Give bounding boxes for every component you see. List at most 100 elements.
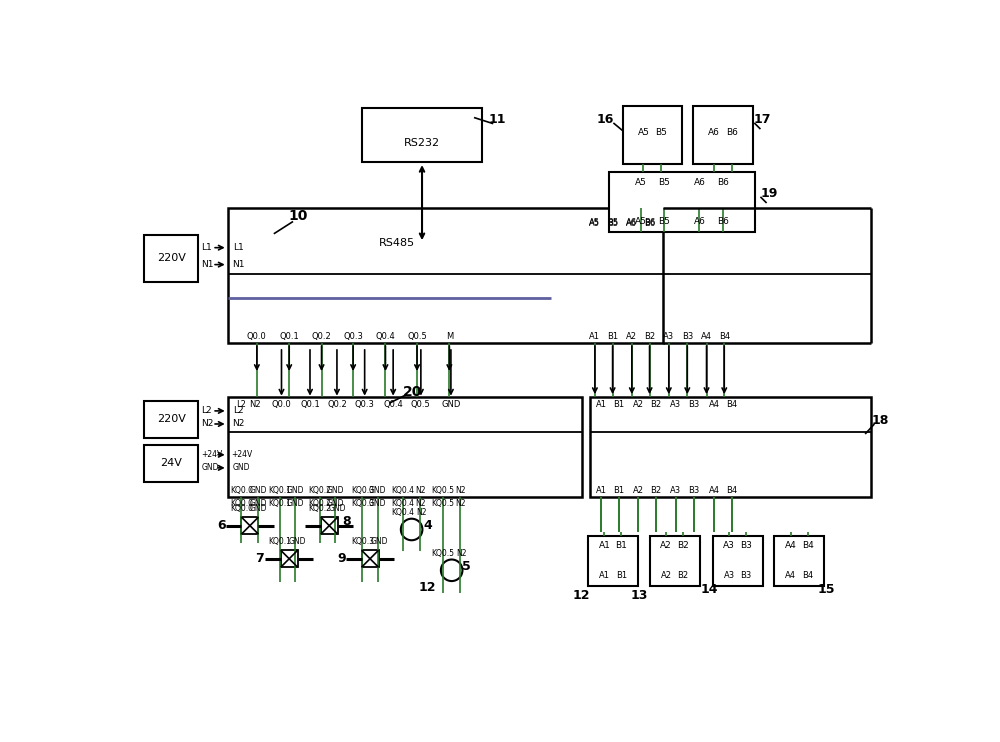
Text: A3: A3 bbox=[724, 571, 735, 580]
Text: A3: A3 bbox=[663, 332, 674, 341]
Bar bbox=[321, 517, 338, 534]
Text: KQ0.4: KQ0.4 bbox=[392, 499, 415, 508]
Text: B3: B3 bbox=[740, 541, 752, 550]
Text: KQ0.5: KQ0.5 bbox=[432, 499, 455, 508]
Bar bbox=[588, 536, 638, 585]
Bar bbox=[609, 172, 755, 232]
Text: B2: B2 bbox=[644, 332, 655, 341]
Bar bbox=[650, 536, 700, 585]
Text: GND: GND bbox=[250, 505, 267, 513]
Text: KQ0.2: KQ0.2 bbox=[309, 486, 331, 495]
Text: A6: A6 bbox=[708, 128, 720, 137]
Text: B5: B5 bbox=[658, 217, 670, 226]
Text: B1: B1 bbox=[616, 541, 627, 550]
Bar bbox=[241, 517, 258, 534]
Text: 17: 17 bbox=[753, 114, 771, 126]
Text: A4: A4 bbox=[785, 541, 797, 550]
Text: A5: A5 bbox=[589, 217, 600, 227]
Text: B2: B2 bbox=[677, 541, 689, 550]
Text: GND: GND bbox=[369, 486, 387, 495]
Text: B6: B6 bbox=[717, 217, 729, 226]
Text: GND: GND bbox=[288, 537, 306, 546]
Text: B5: B5 bbox=[607, 220, 618, 229]
Text: +24V: +24V bbox=[201, 450, 223, 459]
Text: L1: L1 bbox=[201, 243, 212, 252]
Text: A1: A1 bbox=[596, 486, 607, 495]
Text: Q0.1: Q0.1 bbox=[300, 400, 320, 410]
Text: A3: A3 bbox=[723, 541, 735, 550]
Bar bbox=[144, 401, 198, 438]
Text: GND: GND bbox=[371, 537, 388, 546]
Text: 5: 5 bbox=[462, 560, 471, 573]
Text: B3: B3 bbox=[741, 571, 752, 580]
Text: B5: B5 bbox=[607, 217, 618, 227]
Text: N1: N1 bbox=[201, 260, 214, 269]
Text: B4: B4 bbox=[802, 571, 813, 580]
Bar bbox=[228, 397, 582, 497]
Bar bbox=[144, 444, 198, 482]
Text: B6: B6 bbox=[644, 220, 655, 229]
Text: 14: 14 bbox=[700, 583, 718, 596]
Text: N2: N2 bbox=[201, 419, 214, 428]
Text: B2: B2 bbox=[650, 400, 661, 410]
Bar bbox=[362, 108, 482, 162]
Text: GND: GND bbox=[327, 486, 344, 495]
Text: KQ0.1: KQ0.1 bbox=[269, 537, 291, 546]
Text: A2: A2 bbox=[661, 571, 672, 580]
Text: KQ0.4: KQ0.4 bbox=[392, 508, 415, 517]
Text: Q0.4: Q0.4 bbox=[376, 332, 395, 341]
Text: 4: 4 bbox=[423, 519, 432, 532]
Text: B2: B2 bbox=[678, 571, 689, 580]
Text: B1: B1 bbox=[616, 571, 627, 580]
Text: 13: 13 bbox=[631, 589, 648, 603]
Text: N2: N2 bbox=[232, 419, 245, 428]
Text: A4: A4 bbox=[701, 332, 712, 341]
Text: A2: A2 bbox=[626, 332, 637, 341]
Text: B3: B3 bbox=[682, 332, 693, 341]
Text: GND: GND bbox=[250, 499, 267, 508]
Text: A2: A2 bbox=[660, 541, 672, 550]
Text: Q0.4: Q0.4 bbox=[383, 400, 403, 410]
Text: KQ0.3: KQ0.3 bbox=[351, 499, 374, 508]
Text: B4: B4 bbox=[726, 400, 738, 410]
Text: N2: N2 bbox=[455, 486, 465, 495]
Text: Q0.2: Q0.2 bbox=[312, 332, 331, 341]
Text: 24V: 24V bbox=[160, 459, 182, 468]
Text: L2: L2 bbox=[237, 400, 246, 410]
Text: A4: A4 bbox=[785, 571, 796, 580]
Text: GND: GND bbox=[441, 400, 461, 410]
Text: GND: GND bbox=[201, 464, 219, 473]
Bar bbox=[228, 209, 663, 343]
Text: Q0.2: Q0.2 bbox=[327, 400, 347, 410]
Text: GND: GND bbox=[250, 486, 267, 495]
Text: 19: 19 bbox=[760, 187, 778, 200]
Text: B1: B1 bbox=[607, 332, 618, 341]
Text: A3: A3 bbox=[670, 486, 681, 495]
Text: A6: A6 bbox=[626, 217, 637, 227]
Text: Q0.0: Q0.0 bbox=[272, 400, 291, 410]
Text: 7: 7 bbox=[256, 552, 264, 565]
Text: GND: GND bbox=[369, 499, 387, 508]
Text: L1: L1 bbox=[233, 243, 244, 252]
Text: A4: A4 bbox=[709, 400, 720, 410]
Text: 8: 8 bbox=[343, 515, 351, 528]
Text: 20: 20 bbox=[403, 384, 422, 398]
Text: B3: B3 bbox=[689, 486, 700, 495]
Text: Q0.3: Q0.3 bbox=[343, 332, 363, 341]
Text: 9: 9 bbox=[337, 552, 346, 565]
Text: KQ0.0: KQ0.0 bbox=[230, 499, 253, 508]
Text: B6: B6 bbox=[726, 128, 738, 137]
Bar bbox=[774, 536, 824, 585]
Bar bbox=[362, 551, 379, 567]
Text: A6: A6 bbox=[694, 179, 705, 188]
Bar bbox=[281, 551, 298, 567]
Text: A2: A2 bbox=[633, 400, 644, 410]
Text: A1: A1 bbox=[599, 571, 610, 580]
Text: KQ0.1: KQ0.1 bbox=[269, 486, 291, 495]
Text: GND: GND bbox=[328, 505, 346, 513]
Text: GND: GND bbox=[287, 499, 304, 508]
Text: KQ0.2: KQ0.2 bbox=[309, 505, 331, 513]
Text: N2: N2 bbox=[415, 486, 425, 495]
Text: A5: A5 bbox=[589, 220, 600, 229]
Text: A1: A1 bbox=[596, 400, 607, 410]
